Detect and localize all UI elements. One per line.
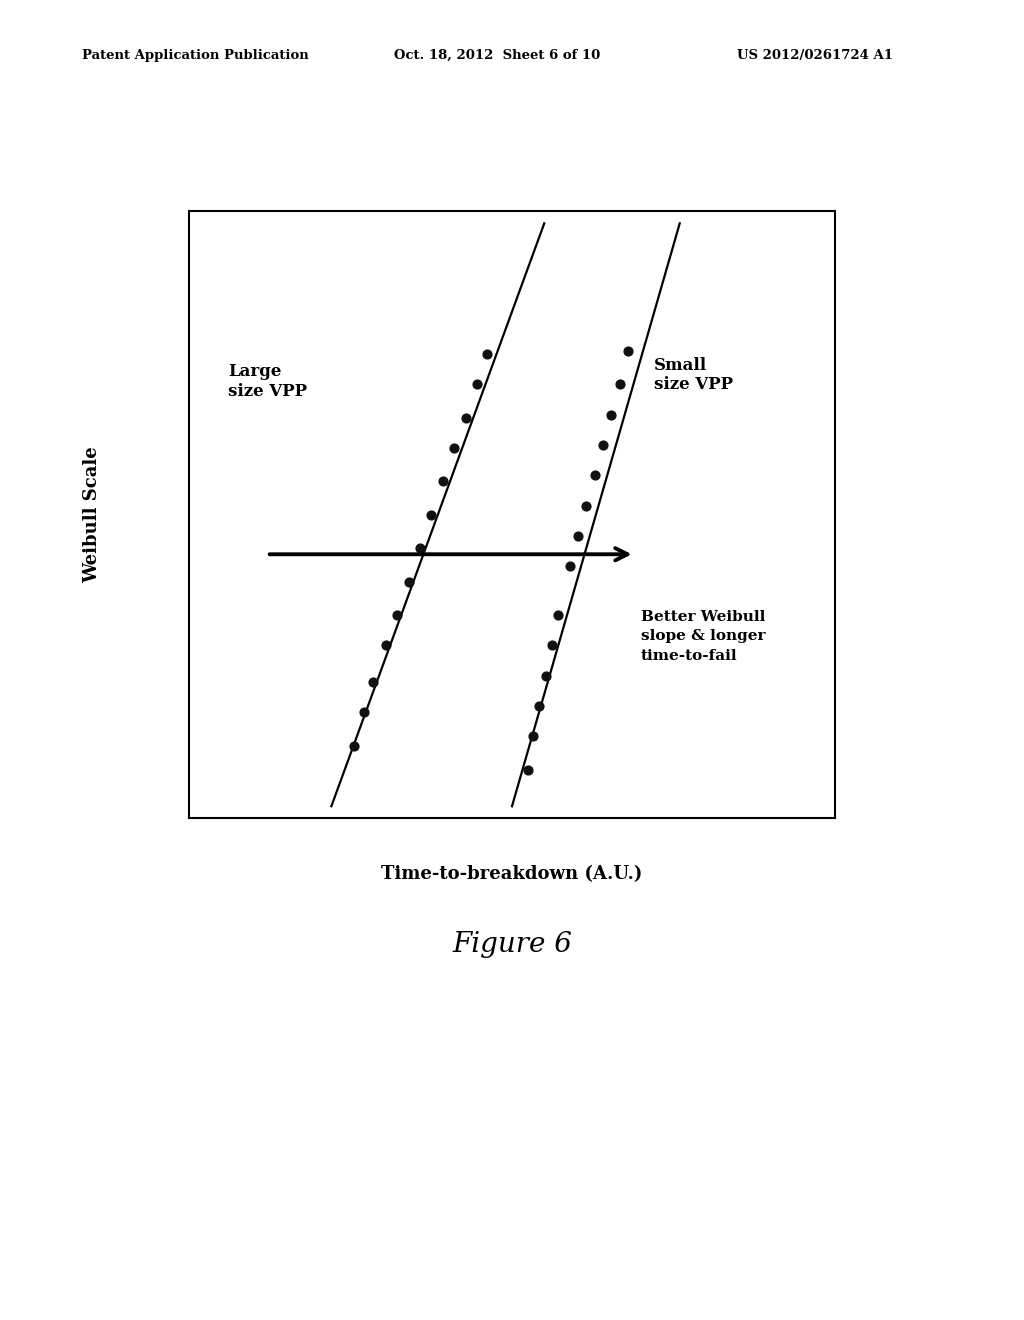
Point (458, 407, 474, 428)
Text: Time-to-breakdown (A.U.): Time-to-breakdown (A.U.) (381, 865, 643, 883)
Point (587, 465, 603, 486)
Text: Figure 6: Figure 6 (452, 931, 572, 957)
Point (538, 665, 554, 686)
Point (603, 404, 620, 425)
Text: Better Weibull
slope & longer
time-to-fail: Better Weibull slope & longer time-to-fa… (641, 610, 766, 663)
Text: Oct. 18, 2012  Sheet 6 of 10: Oct. 18, 2012 Sheet 6 of 10 (394, 49, 600, 62)
Point (378, 635, 394, 656)
Point (445, 437, 462, 458)
Point (389, 605, 406, 626)
Point (544, 635, 560, 656)
Text: Large
size VPP: Large size VPP (228, 363, 307, 400)
Point (413, 537, 429, 558)
Point (578, 495, 594, 516)
Point (479, 343, 496, 364)
Point (346, 735, 362, 756)
Point (355, 702, 372, 723)
Point (595, 434, 611, 455)
Point (562, 556, 579, 577)
Point (569, 525, 586, 546)
Point (400, 572, 417, 593)
Text: US 2012/0261724 A1: US 2012/0261724 A1 (737, 49, 893, 62)
Point (366, 671, 382, 692)
Point (550, 605, 566, 626)
Text: Weibull Scale: Weibull Scale (83, 446, 101, 583)
Point (520, 759, 537, 780)
Point (423, 504, 439, 525)
Point (468, 374, 484, 395)
Point (530, 696, 547, 717)
Text: Patent Application Publication: Patent Application Publication (82, 49, 308, 62)
Point (525, 726, 542, 747)
Text: Small
size VPP: Small size VPP (654, 356, 733, 393)
Point (435, 471, 452, 492)
Point (611, 374, 628, 395)
Point (620, 341, 636, 362)
